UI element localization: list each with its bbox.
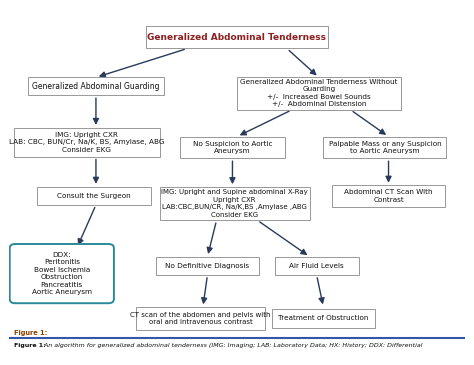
Text: Air Fluid Levels: Air Fluid Levels: [289, 263, 344, 269]
FancyBboxPatch shape: [14, 128, 160, 157]
Text: No Definitive Diagnosis: No Definitive Diagnosis: [165, 263, 249, 269]
FancyBboxPatch shape: [323, 137, 447, 158]
FancyBboxPatch shape: [272, 310, 374, 327]
FancyBboxPatch shape: [9, 244, 114, 303]
Text: Generalized Abdominal Guarding: Generalized Abdominal Guarding: [32, 82, 160, 91]
Text: Abdominal CT Scan With
Contrast: Abdominal CT Scan With Contrast: [344, 189, 433, 203]
Text: Treatment of Obstruction: Treatment of Obstruction: [278, 315, 369, 322]
Text: Figure 1:: Figure 1:: [14, 343, 46, 348]
FancyBboxPatch shape: [27, 77, 164, 95]
FancyBboxPatch shape: [37, 187, 151, 205]
FancyBboxPatch shape: [180, 137, 285, 158]
Text: Generalized Abdominal Tenderness Without
Guarding
+/-  Increased Bowel Sounds
+/: Generalized Abdominal Tenderness Without…: [240, 79, 398, 107]
FancyBboxPatch shape: [136, 307, 265, 330]
Text: IMG: Upright CXR
LAB: CBC, BUN/Cr, Na/K, BS, Amylase, ABG
Consider EKG: IMG: Upright CXR LAB: CBC, BUN/Cr, Na/K,…: [9, 132, 164, 153]
Text: Generalized Abdominal Tenderness: Generalized Abdominal Tenderness: [147, 32, 327, 42]
Text: IMG: Upright and Supine abdominal X-Ray
Upright CXR
LAB:CBC,BUN/CR, Na/K,BS ,Amy: IMG: Upright and Supine abdominal X-Ray …: [161, 189, 308, 218]
FancyBboxPatch shape: [146, 26, 328, 49]
FancyBboxPatch shape: [274, 257, 359, 275]
Text: Figure 1:: Figure 1:: [14, 330, 47, 336]
FancyBboxPatch shape: [160, 187, 310, 220]
Text: An algorithm for generalized abdominal tenderness (IMG: Imaging; LAB: Laboratory: An algorithm for generalized abdominal t…: [42, 343, 423, 348]
FancyBboxPatch shape: [237, 77, 401, 110]
Text: DDX:
Peritonitis
Bowel Ischemia
Obstruction
Pancreatitis
Aortic Aneurysm: DDX: Peritonitis Bowel Ischemia Obstruct…: [32, 252, 92, 295]
FancyBboxPatch shape: [332, 185, 446, 207]
Text: No Suspicion to Aortic
Aneurysm: No Suspicion to Aortic Aneurysm: [193, 141, 272, 154]
Text: Consult the Surgeon: Consult the Surgeon: [57, 193, 130, 199]
FancyBboxPatch shape: [156, 257, 259, 275]
Text: CT scan of the abdomen and pelvis with
oral and intravenous contrast: CT scan of the abdomen and pelvis with o…: [130, 312, 271, 325]
Text: Palpable Mass or any Suspicion
to Aortic Aneurysm: Palpable Mass or any Suspicion to Aortic…: [328, 141, 441, 154]
